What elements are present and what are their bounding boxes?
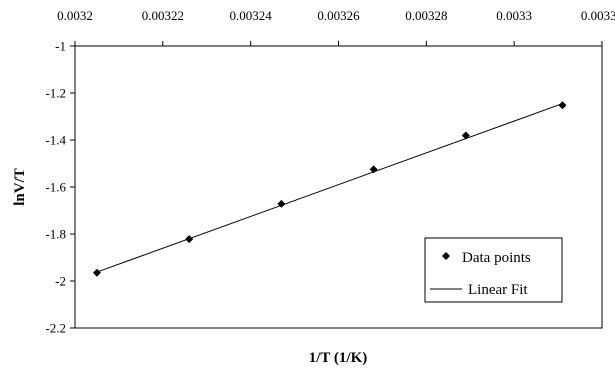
x-axis-title: 1/T (1/K) bbox=[309, 350, 367, 366]
legend: Data points Linear Fit bbox=[424, 237, 563, 303]
legend-label-linear-fit: Linear Fit bbox=[468, 282, 528, 298]
data-point bbox=[558, 101, 567, 110]
legend-label-data-points: Data points bbox=[462, 250, 531, 266]
legend-box bbox=[424, 237, 563, 303]
y-tick-label: -2 bbox=[55, 274, 66, 289]
y-axis-ticks: -1 -1.2 -1.4 -1.6 -1.8 -2 -2.2 bbox=[45, 39, 75, 336]
x-axis-ticks: 0.0032 0.00322 0.00324 0.00326 0.00328 0.0033… bbox=[57, 8, 615, 46]
data-point bbox=[461, 131, 470, 140]
y-tick-label: -1 bbox=[55, 39, 66, 54]
x-tick-label: 0.00324 bbox=[230, 8, 273, 23]
y-tick-label: -1.6 bbox=[45, 180, 66, 195]
data-point bbox=[92, 268, 101, 277]
x-tick-label: 0.00322 bbox=[142, 8, 184, 23]
data-point bbox=[185, 235, 194, 244]
y-axis-title: lnV/T bbox=[12, 168, 28, 206]
x-tick-label: 0.0032 bbox=[57, 8, 93, 23]
data-point bbox=[369, 165, 378, 174]
data-points bbox=[92, 101, 567, 277]
y-tick-label: -1.8 bbox=[45, 227, 66, 242]
y-tick-label: -1.2 bbox=[45, 86, 66, 101]
y-tick-label: -1.4 bbox=[45, 133, 66, 148]
x-tick-label: 0.00328 bbox=[405, 8, 447, 23]
y-tick-label: -2.2 bbox=[45, 321, 66, 336]
x-tick-label: 0.00326 bbox=[317, 8, 360, 23]
x-tick-label: 0.00332 bbox=[581, 8, 615, 23]
linear-fit-line bbox=[96, 103, 563, 273]
x-tick-label: 0.0033 bbox=[496, 8, 532, 23]
data-point bbox=[277, 199, 286, 208]
legend-diamond-marker bbox=[442, 252, 450, 260]
